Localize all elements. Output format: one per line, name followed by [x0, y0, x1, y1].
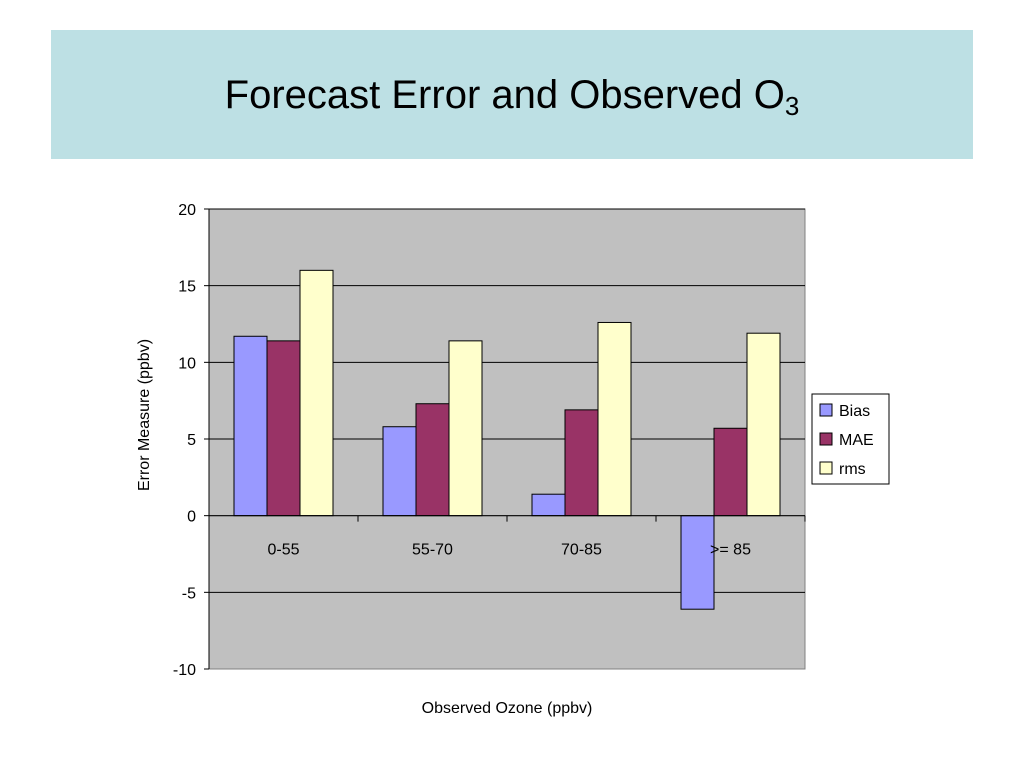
legend-swatch-rms [819, 461, 833, 475]
title-band: Forecast Error and Observed O3 [51, 30, 973, 159]
y-axis-title: Error Measure (ppbv) [136, 339, 153, 491]
bar-mae [564, 409, 599, 517]
bar-mae [713, 427, 748, 517]
slide-title-subscript: 3 [784, 91, 800, 121]
bar-bias [531, 493, 566, 517]
y-tick-label: -5 [182, 585, 196, 602]
slide-title: Forecast Error and Observed O3 [225, 73, 800, 122]
legend-label-bias: Bias [839, 403, 870, 420]
y-tick-label: 15 [178, 279, 196, 296]
bar-bias [382, 426, 417, 517]
y-tick-label: 10 [178, 355, 196, 372]
bar-rms [448, 340, 483, 517]
x-axis-title: Observed Ozone (ppbv) [422, 700, 593, 717]
bar-rms [299, 269, 334, 517]
legend-swatch-mae [819, 432, 833, 446]
bar-bias [233, 335, 268, 517]
bar-rms [746, 332, 781, 517]
x-tick-label: 0-55 [267, 542, 299, 559]
y-tick-label: 20 [178, 202, 196, 219]
x-tick-label: 70-85 [561, 542, 602, 559]
y-tick-label: 0 [187, 509, 196, 526]
slide-title-main: Forecast Error and Observed O [224, 73, 785, 117]
y-tick-label: 5 [187, 432, 196, 449]
x-tick-label: 55-70 [412, 542, 453, 559]
y-tick-label: -10 [173, 662, 196, 679]
legend-label-rms: rms [839, 461, 866, 478]
legend-swatch-bias [819, 403, 833, 417]
legend-label-mae: MAE [839, 432, 874, 449]
bar-rms [597, 321, 632, 517]
x-tick-label: >= 85 [710, 542, 751, 559]
bar-mae [266, 340, 301, 517]
bar-bias [680, 515, 715, 610]
bar-mae [415, 403, 450, 517]
